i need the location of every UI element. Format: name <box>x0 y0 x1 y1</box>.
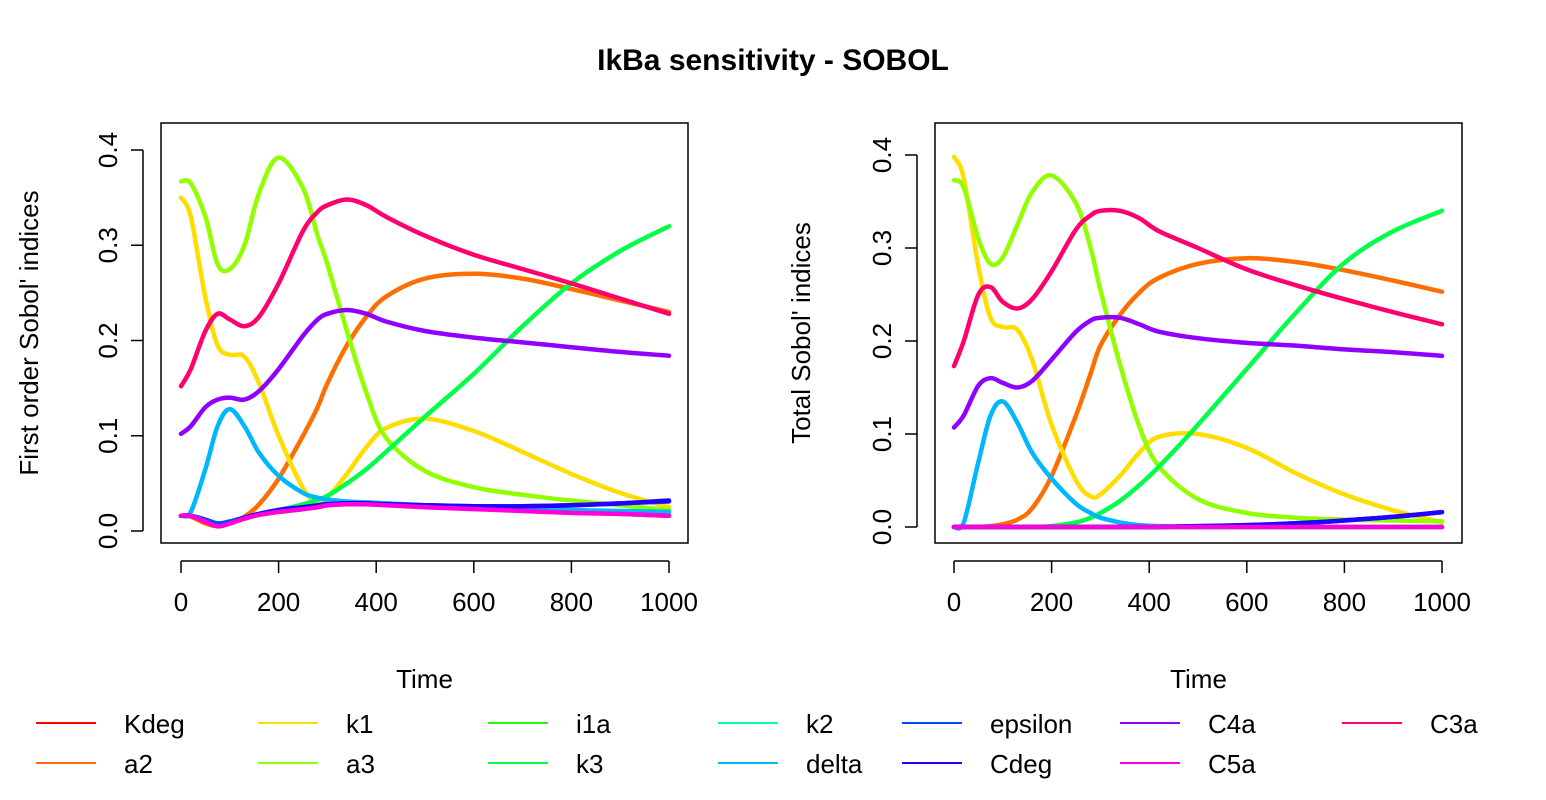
x-axis-title: Time <box>396 664 453 694</box>
chart-panel-2: 0 200 400 600 800 1000 0.0 0.1 0.2 0.3 0.4 Time Tota… <box>786 122 1471 694</box>
y-tick-label: 0.4 <box>867 137 897 173</box>
series-group <box>178 155 672 529</box>
series-line-k1 <box>178 195 672 510</box>
legend-item-k2: k2 <box>718 709 833 739</box>
y-tick-label: 0.3 <box>93 227 123 263</box>
legend-item-c3a: C3a <box>1342 709 1478 739</box>
legend-item-i1a: i1a <box>488 709 611 739</box>
x-tick-label: 600 <box>1225 587 1268 617</box>
legend-label: epsilon <box>990 709 1072 739</box>
chart-panels: 0 200 400 600 800 1000 0.0 0.1 0.2 0.3 0.4 Time Firs… <box>14 122 1471 694</box>
legend-item-c4a: C4a <box>1120 709 1256 739</box>
x-tick-label: 600 <box>452 587 495 617</box>
x-tick-label: 800 <box>1323 587 1366 617</box>
series-group <box>951 154 1445 531</box>
y-tick-label: 0.0 <box>93 513 123 549</box>
y-tick-label: 0.3 <box>867 230 897 266</box>
series-line-k1 <box>951 154 1445 525</box>
y-tick-label: 0.4 <box>93 132 123 168</box>
series-line-delta <box>178 406 672 519</box>
y-tick-label: 0.2 <box>867 323 897 359</box>
x-tick-label: 0 <box>947 587 961 617</box>
legend-label: delta <box>806 749 863 779</box>
legend-label: Cdeg <box>990 749 1052 779</box>
legend-item-k3: k3 <box>488 749 603 779</box>
x-tick-label: 400 <box>1128 587 1171 617</box>
x-tick-label: 0 <box>174 587 188 617</box>
legend-label: k1 <box>346 709 373 739</box>
series-line-c4a <box>951 314 1445 430</box>
x-tick-label: 1000 <box>640 587 698 617</box>
series-line-a2 <box>178 271 672 529</box>
legend-item-epsilon: epsilon <box>902 709 1072 739</box>
y-tick-label: 0.1 <box>867 416 897 452</box>
series-line-k3 <box>951 208 1445 530</box>
series-line-a2 <box>951 255 1445 530</box>
plot-frame <box>934 122 1463 544</box>
legend-label: C3a <box>1430 709 1478 739</box>
series-line-a3 <box>951 173 1445 524</box>
x-tick-label: 200 <box>257 587 300 617</box>
x-tick-label: 400 <box>355 587 398 617</box>
legend-label: C4a <box>1208 709 1256 739</box>
legend-label: C5a <box>1208 749 1256 779</box>
legend-label: a2 <box>124 749 153 779</box>
legend-item-c5a: C5a <box>1120 749 1256 779</box>
legend-item-delta: delta <box>718 749 863 779</box>
x-tick-label: 200 <box>1030 587 1073 617</box>
legend-label: k2 <box>806 709 833 739</box>
x-axis-title: Time <box>1170 664 1227 694</box>
legend-item-cdeg: Cdeg <box>902 749 1052 779</box>
y-tick-label: 0.0 <box>867 509 897 545</box>
series-line-a3 <box>178 155 672 513</box>
y-axis-title: Total Sobol' indices <box>786 222 816 444</box>
figure-title: IkBa sensitivity - SOBOL <box>597 44 949 77</box>
chart-panel-1: 0 200 400 600 800 1000 0.0 0.1 0.2 0.3 0.4 Time Firs… <box>14 122 698 694</box>
legend-item-k1: k1 <box>258 709 373 739</box>
legend-item-kdeg: Kdeg <box>36 709 185 739</box>
legend-label: Kdeg <box>124 709 185 739</box>
y-tick-label: 0.1 <box>93 418 123 454</box>
legend: Kdeg a2 k1 a3 i1a k3 k2 delta epsilon Cdeg C4a C5a C… <box>36 709 1478 779</box>
series-line-c3a <box>178 197 672 389</box>
legend-label: i1a <box>576 709 611 739</box>
x-tick-label: 800 <box>550 587 593 617</box>
legend-item-a2: a2 <box>36 749 153 779</box>
y-tick-label: 0.2 <box>93 322 123 358</box>
x-tick-label: 1000 <box>1413 587 1471 617</box>
series-line-c3a <box>951 207 1445 369</box>
series-line-delta <box>951 399 1445 531</box>
y-axis-title: First order Sobol' indices <box>14 190 44 475</box>
plot-frame <box>160 122 689 544</box>
series-line-c5a <box>178 501 672 529</box>
legend-label: k3 <box>576 749 603 779</box>
series-line-c4a <box>178 307 672 437</box>
legend-label: a3 <box>346 749 375 779</box>
legend-item-a3: a3 <box>258 749 375 779</box>
